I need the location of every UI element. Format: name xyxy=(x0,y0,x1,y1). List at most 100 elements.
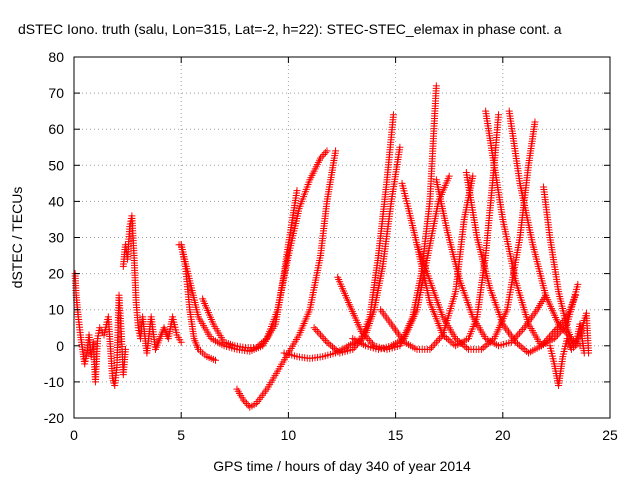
data-point-marker xyxy=(313,327,321,335)
data-point-marker xyxy=(521,346,529,354)
data-point-marker xyxy=(357,327,365,335)
data-point-marker xyxy=(495,111,503,119)
data-point-marker xyxy=(349,345,357,353)
y-axis-label: dSTEC / TECUs xyxy=(9,187,25,289)
data-point-marker xyxy=(547,331,555,339)
data-point-marker xyxy=(479,344,487,352)
y-tick-label: -10 xyxy=(44,374,64,390)
data-point-marker xyxy=(396,143,404,151)
data-point-marker xyxy=(317,154,325,162)
data-point-marker xyxy=(463,344,471,352)
data-point-marker xyxy=(519,326,527,334)
data-point-marker xyxy=(312,326,320,334)
x-tick-label: 25 xyxy=(602,427,618,443)
x-tick-label: 20 xyxy=(495,427,511,443)
data-point-marker xyxy=(329,343,337,351)
data-point-marker xyxy=(212,356,220,364)
data-point-marker xyxy=(359,329,367,337)
y-tick-label: 50 xyxy=(48,157,64,173)
data-point-marker xyxy=(254,342,262,350)
data-point-marker xyxy=(177,338,185,346)
data-point-marker xyxy=(555,320,563,328)
y-tick-label: -20 xyxy=(44,410,64,426)
data-point-marker xyxy=(320,335,328,343)
data-point-marker xyxy=(429,342,437,350)
data-point-marker xyxy=(389,111,397,119)
data-point-marker xyxy=(436,335,444,343)
data-point-marker xyxy=(426,345,434,353)
data-point-marker xyxy=(519,344,527,352)
data-point-marker xyxy=(515,341,523,349)
data-point-marker xyxy=(323,338,331,346)
data-point-marker xyxy=(321,336,329,344)
data-point-marker xyxy=(318,333,326,341)
data-point-marker xyxy=(354,340,362,348)
data-point-marker xyxy=(517,343,525,351)
y-tick-label: 10 xyxy=(48,302,64,318)
data-point-marker xyxy=(258,339,266,347)
data-point-marker xyxy=(442,334,450,342)
data-points xyxy=(71,82,593,411)
data-point-marker xyxy=(580,349,588,357)
data-point-marker xyxy=(364,335,372,343)
data-point-marker xyxy=(320,150,328,158)
data-point-marker xyxy=(550,335,558,343)
data-point-marker xyxy=(244,401,252,409)
data-point-marker xyxy=(542,336,550,344)
y-tick-label: 60 xyxy=(48,121,64,137)
data-point-marker xyxy=(323,147,331,155)
data-point-marker xyxy=(552,333,560,341)
data-point-marker xyxy=(444,336,452,344)
data-point-marker xyxy=(369,340,377,348)
data-point-marker xyxy=(550,327,558,335)
x-axis-label: GPS time / hours of day 340 of year 2014 xyxy=(213,458,471,474)
x-tick-label: 15 xyxy=(388,427,404,443)
y-tick-label: 70 xyxy=(48,85,64,101)
data-point-marker xyxy=(469,172,477,180)
data-point-marker xyxy=(481,342,489,350)
data-point-marker xyxy=(121,345,129,353)
data-point-marker xyxy=(327,341,335,349)
data-point-marker xyxy=(350,344,358,352)
data-point-marker xyxy=(239,396,247,404)
data-point-marker xyxy=(553,331,561,339)
data-point-marker xyxy=(574,280,582,288)
data-point-marker xyxy=(352,342,360,350)
data-point-marker xyxy=(365,336,373,344)
x-tick-label: 0 xyxy=(70,427,78,443)
data-point-marker xyxy=(261,336,269,344)
data-point-marker xyxy=(556,322,564,330)
x-tick-label: 5 xyxy=(177,427,185,443)
data-point-marker xyxy=(445,172,453,180)
data-point-marker xyxy=(561,327,569,335)
y-tick-label: 40 xyxy=(48,193,64,209)
data-point-marker xyxy=(315,329,323,337)
data-point-marker xyxy=(434,336,442,344)
data-point-marker xyxy=(362,333,370,341)
data-point-marker xyxy=(259,338,267,346)
data-point-marker xyxy=(517,327,525,335)
data-point-marker xyxy=(514,331,522,339)
data-point-marker xyxy=(552,326,560,334)
y-tick-label: 30 xyxy=(48,230,64,246)
y-tick-label: 80 xyxy=(48,49,64,65)
data-point-marker xyxy=(531,118,539,126)
data-point-marker xyxy=(321,149,329,157)
data-point-marker xyxy=(357,336,365,344)
data-point-marker xyxy=(243,400,251,408)
data-point-marker xyxy=(293,187,301,195)
axis-ticks: 0 5 10 15 20 25 -20 -10 0 10 20 30 40 50 60 70 80 xyxy=(44,49,618,443)
data-point-marker xyxy=(256,341,264,349)
data-point-marker xyxy=(318,152,326,160)
data-point-marker xyxy=(332,346,340,354)
x-tick-label: 10 xyxy=(281,427,297,443)
data-point-marker xyxy=(515,329,523,337)
data-point-marker xyxy=(317,331,325,339)
y-tick-label: 0 xyxy=(56,338,64,354)
data-point-marker xyxy=(431,340,439,348)
data-point-marker xyxy=(361,331,369,339)
y-tick-label: 20 xyxy=(48,266,64,282)
data-point-marker xyxy=(332,147,340,155)
data-point-marker xyxy=(432,82,440,90)
